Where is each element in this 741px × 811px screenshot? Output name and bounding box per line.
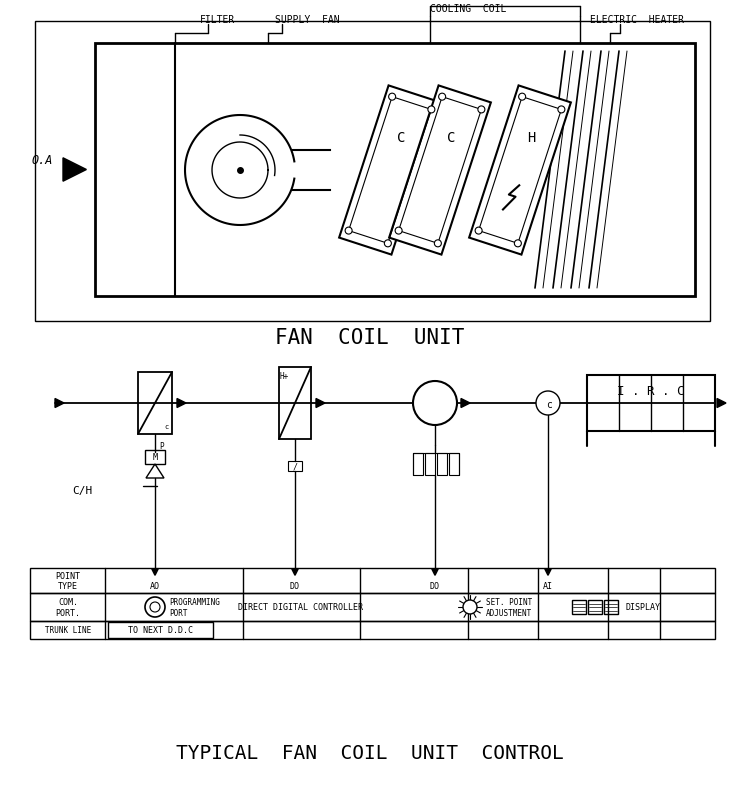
Polygon shape bbox=[461, 399, 470, 408]
Polygon shape bbox=[339, 86, 441, 255]
Text: AO: AO bbox=[150, 581, 160, 590]
Circle shape bbox=[536, 392, 560, 415]
Text: /: / bbox=[293, 462, 297, 471]
Text: TRUNK LINE: TRUNK LINE bbox=[45, 626, 91, 635]
Circle shape bbox=[385, 241, 391, 247]
Bar bbox=[35, 22, 710, 322]
Text: FAN  COIL  UNIT: FAN COIL UNIT bbox=[276, 328, 465, 348]
Polygon shape bbox=[545, 569, 551, 576]
Circle shape bbox=[514, 241, 522, 247]
Polygon shape bbox=[292, 569, 298, 576]
Text: FILTER: FILTER bbox=[200, 15, 235, 25]
Circle shape bbox=[558, 107, 565, 114]
Text: DO: DO bbox=[290, 581, 300, 590]
Text: DISPLAY: DISPLAY bbox=[626, 603, 661, 611]
Text: H+: H+ bbox=[280, 371, 289, 380]
Circle shape bbox=[345, 228, 352, 235]
Polygon shape bbox=[55, 399, 64, 408]
Text: ELECTRIC  HEATER: ELECTRIC HEATER bbox=[590, 15, 684, 25]
Text: M: M bbox=[153, 453, 158, 462]
Bar bbox=[604, 600, 618, 614]
Bar bbox=[30, 569, 715, 594]
Polygon shape bbox=[389, 86, 491, 255]
Text: AI: AI bbox=[543, 581, 553, 590]
Bar bbox=[425, 453, 435, 475]
Polygon shape bbox=[717, 399, 726, 408]
Circle shape bbox=[439, 94, 445, 101]
Text: SET. POINT
ADJUSTMENT: SET. POINT ADJUSTMENT bbox=[486, 598, 532, 617]
Text: c: c bbox=[546, 400, 552, 410]
Bar bbox=[588, 600, 602, 614]
Polygon shape bbox=[63, 159, 87, 182]
Text: SUPPLY  FAN: SUPPLY FAN bbox=[275, 15, 339, 25]
Bar bbox=[145, 450, 165, 465]
Text: DO: DO bbox=[430, 581, 440, 590]
Text: PROGRAMMING
PORT: PROGRAMMING PORT bbox=[169, 598, 220, 617]
Circle shape bbox=[434, 241, 442, 247]
Text: POINT
TYPE: POINT TYPE bbox=[56, 571, 81, 590]
Circle shape bbox=[150, 603, 160, 612]
Circle shape bbox=[475, 228, 482, 235]
Text: I . R . C: I . R . C bbox=[617, 384, 685, 397]
Circle shape bbox=[395, 228, 402, 235]
Text: DIRECT DIGITAL CONTROLLER: DIRECT DIGITAL CONTROLLER bbox=[238, 603, 362, 611]
Polygon shape bbox=[432, 569, 438, 576]
Circle shape bbox=[428, 107, 435, 114]
Bar bbox=[413, 453, 423, 475]
Polygon shape bbox=[152, 569, 158, 576]
Text: C: C bbox=[396, 131, 405, 144]
Text: C/H: C/H bbox=[72, 486, 92, 496]
Text: TO NEXT D.D.C: TO NEXT D.D.C bbox=[127, 626, 193, 635]
Polygon shape bbox=[316, 399, 325, 408]
Bar bbox=[279, 367, 311, 440]
Polygon shape bbox=[177, 399, 186, 408]
Bar bbox=[449, 453, 459, 475]
Bar bbox=[30, 594, 715, 621]
Text: P: P bbox=[159, 442, 164, 451]
Circle shape bbox=[388, 94, 396, 101]
Text: c: c bbox=[165, 423, 169, 430]
Text: TYPICAL  FAN  COIL  UNIT  CONTROL: TYPICAL FAN COIL UNIT CONTROL bbox=[176, 744, 564, 762]
Bar bbox=[108, 622, 213, 638]
Circle shape bbox=[463, 600, 477, 614]
Circle shape bbox=[413, 381, 457, 426]
Text: O.A: O.A bbox=[31, 154, 53, 167]
Text: COM.
PORT.: COM. PORT. bbox=[56, 598, 81, 617]
Bar bbox=[437, 453, 447, 475]
Bar bbox=[138, 372, 172, 435]
Circle shape bbox=[478, 107, 485, 114]
Bar bbox=[30, 621, 715, 639]
Bar bbox=[288, 461, 302, 471]
Polygon shape bbox=[469, 86, 571, 255]
Circle shape bbox=[519, 94, 525, 101]
Text: H: H bbox=[527, 131, 535, 144]
Text: COOLING  COIL: COOLING COIL bbox=[430, 4, 506, 14]
Text: C: C bbox=[447, 131, 455, 144]
Bar bbox=[95, 44, 695, 297]
Bar bbox=[572, 600, 586, 614]
Circle shape bbox=[145, 597, 165, 617]
Bar bbox=[587, 375, 715, 431]
